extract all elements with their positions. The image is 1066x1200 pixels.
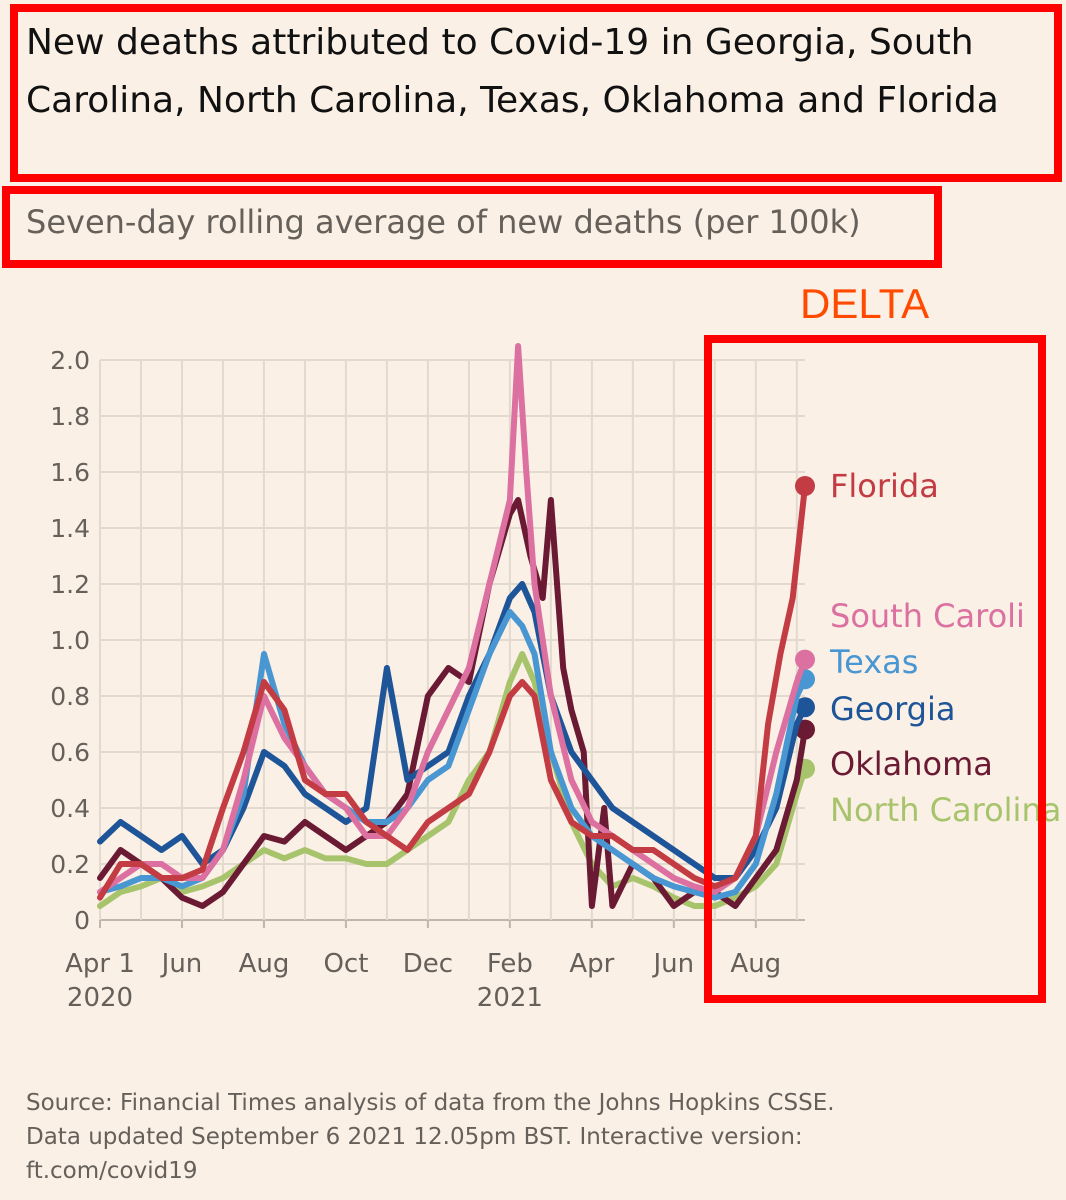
source-line-3: ft.com/covid19 <box>26 1158 198 1184</box>
series-line-oklahoma <box>97 497 808 909</box>
y-tick-label: 0.4 <box>50 794 90 823</box>
x-tick-label: Apr <box>569 949 614 979</box>
series-line-north-carolina <box>97 651 808 909</box>
x-tick-label: Jun <box>160 949 203 979</box>
x-tick-label: Aug <box>730 949 781 979</box>
series-label-florida: Florida <box>830 467 939 505</box>
axes: 0 0.2 0.4 0.6 0.8 1.0 1.2 1.4 1.6 1.8 2.0 Apr 1 2020… <box>50 346 781 1013</box>
y-tick-label: 1.6 <box>50 458 90 487</box>
x-tick-label: Apr 1 <box>65 949 135 979</box>
end-dot-oklahoma <box>795 719 815 740</box>
source-line-1: Source: Financial Times analysis of data… <box>26 1090 835 1116</box>
series-line-florida <box>97 483 808 901</box>
delta-highlight-box <box>704 335 1046 1003</box>
series-label-oklahoma: Oklahoma <box>830 745 993 783</box>
chart-subtitle: Seven-day rolling average of new deaths … <box>26 203 861 241</box>
y-tick-label: 1.0 <box>50 626 90 655</box>
source-note: Source: Financial Times analysis of data… <box>26 1086 1026 1188</box>
x-tick-label: Oct <box>323 949 368 979</box>
x-tick-label: Jun <box>652 949 695 979</box>
end-dot-georgia <box>795 697 815 718</box>
series-label-north-carolina: North Carolina <box>830 791 1061 829</box>
y-tick-label: 0.6 <box>50 738 90 767</box>
y-tick-label: 1.2 <box>50 570 90 599</box>
x-tick-year-label: 2020 <box>67 983 133 1013</box>
line-chart: 0 0.2 0.4 0.6 0.8 1.0 1.2 1.4 1.6 1.8 2.0 Apr 1 2020… <box>50 343 1061 1013</box>
series-label-texas: Texas <box>829 643 918 681</box>
series-line-georgia <box>97 581 808 881</box>
end-dot-florida <box>795 476 815 496</box>
y-tick-label: 1.8 <box>50 402 90 431</box>
y-tick-label: 2.0 <box>50 346 90 375</box>
y-tick-label: 0 <box>74 906 90 935</box>
series-label-south-carolina: South Caroli <box>830 597 1025 635</box>
series-labels: North Carolina Oklahoma Georgia Texas South … <box>829 467 1061 829</box>
x-tick-label: Feb <box>487 949 533 979</box>
end-dot-south-carolina <box>795 649 815 670</box>
title-highlight-box <box>10 4 1062 182</box>
grid <box>99 359 805 921</box>
subtitle-highlight-box <box>2 186 942 268</box>
x-tick-year-label: 2021 <box>477 983 543 1013</box>
y-tick-label: 0.8 <box>50 682 90 711</box>
chart-title: New deaths attributed to Covid-19 in Geo… <box>26 22 999 121</box>
y-tick-label: 0.2 <box>50 850 90 879</box>
x-tick-label: Aug <box>239 949 290 979</box>
series-label-georgia: Georgia <box>830 690 955 728</box>
y-tick-label: 1.4 <box>50 514 90 543</box>
series-line-south-carolina <box>97 343 808 895</box>
source-line-2: Data updated September 6 2021 12.05pm BS… <box>26 1124 803 1150</box>
delta-annotation: DELTA <box>800 280 930 327</box>
x-tick-label: Dec <box>403 949 453 979</box>
